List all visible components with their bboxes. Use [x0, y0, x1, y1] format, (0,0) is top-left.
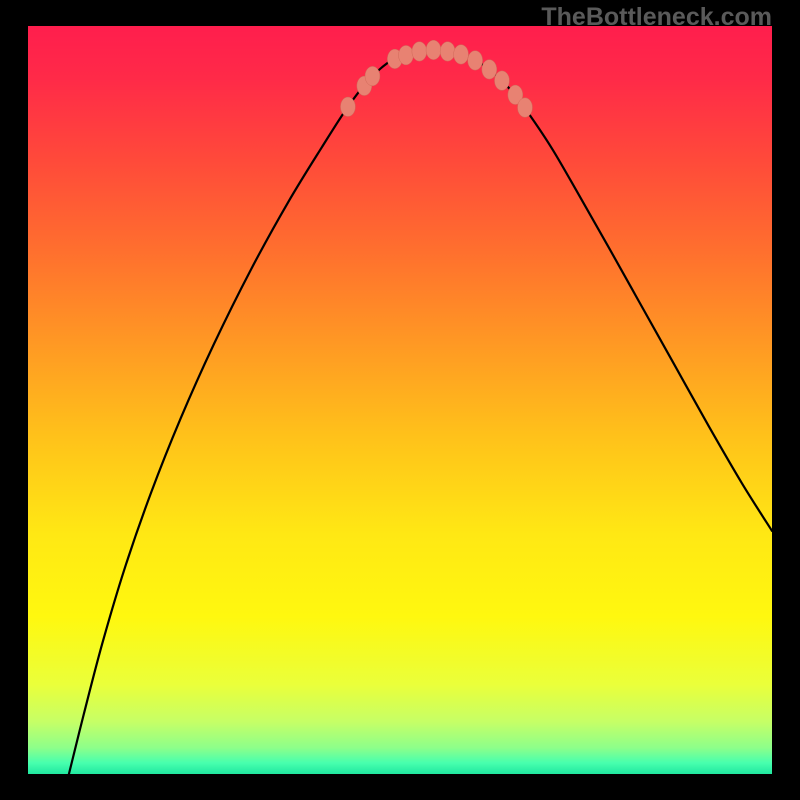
plot-gradient-area [28, 26, 772, 774]
chart-frame: TheBottleneck.com [0, 0, 800, 800]
watermark-text: TheBottleneck.com [541, 3, 772, 32]
